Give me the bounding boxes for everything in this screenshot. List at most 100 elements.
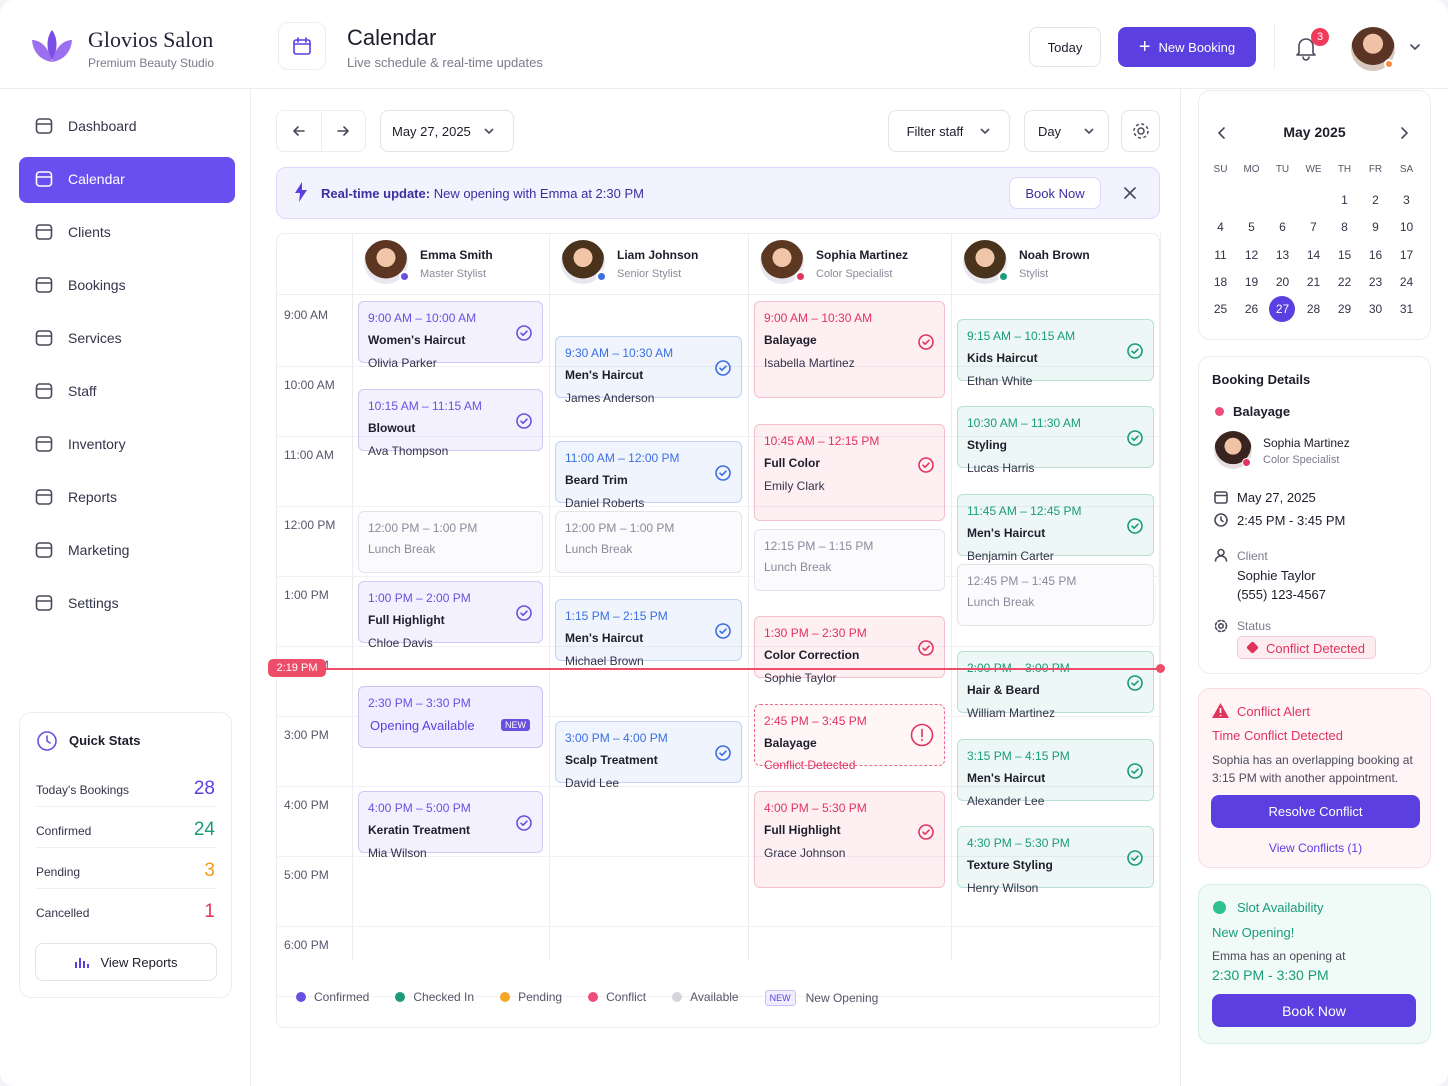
day[interactable]: 16 [1368,247,1383,262]
event-card[interactable]: 1:15 PM – 2:15 PM Men's Haircut Michael Br… [555,598,742,668]
day[interactable]: 30 [1368,302,1383,317]
day[interactable]: 31 [1399,302,1414,317]
event-card[interactable]: 12:15 PM – 1:15 PM Lunch Break [754,528,945,591]
day[interactable]: 22 [1337,274,1352,289]
nav-item[interactable]: Services [68,330,122,346]
view-reports-button[interactable]: View Reports [35,943,217,981]
view-conflicts-link[interactable]: View Conflicts (1) [1268,841,1363,855]
event-card[interactable]: 2:00 PM – 3:00 PM Hair & Beard William Mar… [957,651,1154,720]
day[interactable]: 7 [1310,220,1317,235]
settings-button[interactable] [1121,110,1160,152]
day[interactable]: 21 [1306,274,1321,289]
chevron[interactable] [1409,43,1421,51]
day[interactable]: 4 [1217,220,1224,235]
event-card[interactable]: 12:00 PM – 1:00 PM Lunch Break [358,511,543,573]
slot-book-button[interactable]: Book Now [1212,994,1416,1027]
day[interactable]: 5 [1248,220,1255,235]
event-card[interactable]: 9:00 AM – 10:30 AM Balayage Isabella Marti… [754,301,945,398]
nav-item[interactable]: Dashboard [68,118,137,134]
event-card[interactable]: 12:45 PM – 1:45 PM Lunch Break [957,563,1154,626]
day[interactable]: 12 [1244,247,1259,262]
event-card[interactable]: 11:00 AM – 12:00 PM Beard Trim Daniel Robe… [555,441,742,510]
nav-item[interactable]: Settings [68,595,119,611]
day[interactable]: 28 [1306,302,1321,317]
date-picker[interactable]: May 27, 2025 [380,110,514,152]
event-badge: NEW [501,719,530,731]
prev-month[interactable] [1216,126,1226,140]
day[interactable]: 11 [1214,247,1227,262]
event-card[interactable]: 12:00 PM – 1:00 PM Lunch Break [555,511,742,573]
nav-item[interactable]: Reports [68,489,118,505]
nav-icon [35,436,53,452]
bell-icon[interactable] [1294,35,1318,61]
day[interactable]: 6 [1279,220,1286,235]
event-card[interactable]: 9:00 AM – 10:00 AM Women's Haircut Olivia … [358,301,543,370]
day[interactable]: 10 [1399,220,1414,235]
banner-book-button[interactable]: Book Now [1009,177,1101,209]
prev-button[interactable] [291,123,307,139]
today-button[interactable]: Today [1029,27,1101,67]
day[interactable]: 23 [1368,274,1383,289]
day[interactable]: 8 [1341,220,1348,235]
day[interactable]: 20 [1275,274,1290,289]
day[interactable]: 15 [1337,247,1352,262]
legend-item: Confirmed [296,990,369,1004]
event-card[interactable]: 2:45 PM – 3:45 PM Balayage Conflict Detect… [754,703,945,772]
view-select[interactable]: Day [1024,110,1109,152]
day[interactable]: 17 [1399,247,1414,262]
day[interactable]: 3 [1403,193,1410,207]
event-title: Keratin Treatment [368,823,471,837]
day[interactable]: 19 [1244,274,1259,289]
event-card[interactable]: 4:00 PM – 5:00 PM Keratin Treatment Mia Wi… [358,791,543,860]
event-card[interactable]: 10:30 AM – 11:30 AM Styling Lucas Harris [957,406,1154,475]
event-card[interactable]: 1:30 PM – 2:30 PM Color Correction Sophie … [754,616,945,685]
filter-staff[interactable]: Filter staff [888,110,1010,152]
day[interactable]: 9 [1372,220,1379,235]
nav-item[interactable]: Calendar [68,171,125,187]
event-card[interactable]: 10:15 AM – 11:15 AM Blowout Ava Thompson [358,388,543,458]
check-icon [918,640,934,656]
next-month[interactable] [1400,126,1410,140]
event-card[interactable]: 3:00 PM – 4:00 PM Scalp Treatment David Le… [555,721,742,790]
day[interactable]: 13 [1275,247,1290,262]
details-title: Booking Details [1212,372,1311,387]
event-card[interactable]: 4:00 PM – 5:30 PM Full Highlight Grace Joh… [754,791,945,888]
day[interactable]: 2 [1372,193,1379,207]
day[interactable]: 1 [1341,193,1348,207]
brand-tagline: Premium Beauty Studio [88,56,215,70]
banner-message: New opening with Emma at 2:30 PM [433,186,644,201]
event-card[interactable]: 1:00 PM – 2:00 PM Full Highlight Chloe Dav… [358,581,543,650]
day[interactable]: 18 [1213,274,1228,289]
nav-item[interactable]: Inventory [68,436,126,452]
day[interactable]: 14 [1306,247,1321,262]
date-label: May 27, 2025 [392,123,471,139]
close-button[interactable] [1124,187,1136,199]
resolve-button[interactable]: Resolve Conflict [1211,795,1420,828]
event-card[interactable]: 2:30 PM – 3:30 PM Opening Available NEW [358,686,543,748]
day[interactable]: 24 [1399,274,1414,289]
legend-label: Available [690,990,739,1004]
new-booking-button[interactable]: + New Booking [1118,27,1256,67]
event-card[interactable]: 9:15 AM – 10:15 AM Kids Haircut Ethan Whit… [957,318,1154,388]
day[interactable]: 29 [1337,302,1352,317]
hour-line [276,716,1160,717]
nav-item[interactable]: Staff [68,383,97,399]
nav-item[interactable]: Marketing [68,542,130,558]
slot-card: Slot Availability New Opening! Emma has … [1198,884,1431,1044]
event-card[interactable]: 3:15 PM – 4:15 PM Men's Haircut Alexander … [957,738,1154,808]
event-title: Opening Available [370,718,475,733]
nav-item[interactable]: Clients [68,224,111,240]
day[interactable]: 26 [1244,302,1259,317]
next-button[interactable] [335,123,351,139]
day[interactable]: 25 [1213,302,1228,317]
event-card[interactable]: 9:30 AM – 10:30 AM Men's Haircut James And… [555,336,742,405]
event-card[interactable]: 11:45 AM – 12:45 PM Men's Haircut Benjamin… [957,493,1154,563]
nav-item[interactable]: Bookings [68,277,126,293]
status-dot [1242,458,1251,467]
event-card[interactable]: 4:30 PM – 5:30 PM Texture Styling Henry Wi… [957,826,1154,895]
day[interactable]: 27 [1275,302,1290,317]
event-time: 11:00 AM – 12:00 PM [565,451,680,465]
nav-icon [35,383,53,399]
event-card[interactable]: 10:45 AM – 12:15 PM Full Color Emily Clark [754,423,945,521]
event-client: Alexander Lee [967,793,1045,808]
